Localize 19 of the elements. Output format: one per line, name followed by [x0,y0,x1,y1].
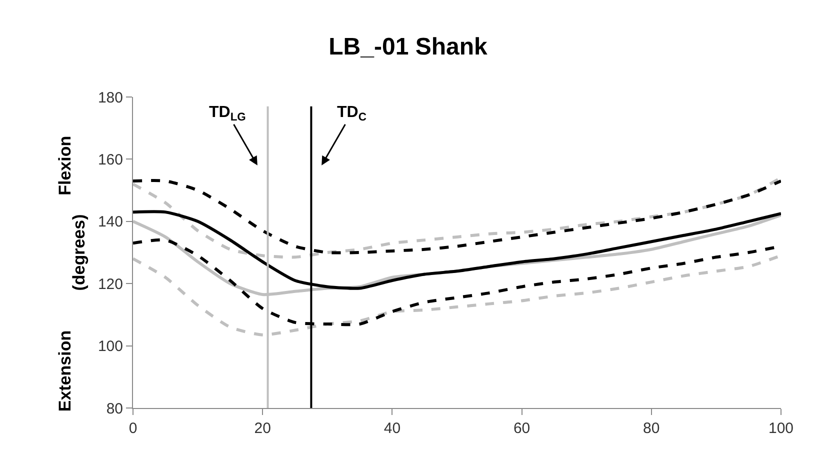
y-tick-label: 160 [98,151,123,168]
x-tick-label: 100 [768,420,794,437]
annotation: TD$_{C}$ [337,104,366,124]
text: Extension [55,330,74,412]
y-tick-label: 100 [98,338,123,356]
annotation: TD$_{LG}$ [209,104,246,124]
y-tick-label: 140 [98,214,123,231]
x-tick-label: 0 [128,420,138,437]
x-tick-label: 40 [384,420,401,437]
chart-title: LB_-01 Shank [328,34,488,60]
text: Flexion [56,136,75,196]
x-tick-label: 80 [643,420,660,437]
y-axis-title: (degrees) [70,214,89,291]
x-tick-label: 20 [254,420,271,437]
y-tick-label: 120 [98,276,123,293]
x-tick-label: 60 [513,420,530,437]
y-tick-label: 180 [98,89,123,106]
line-series [133,254,781,336]
y-tick-label: 80 [106,400,123,418]
